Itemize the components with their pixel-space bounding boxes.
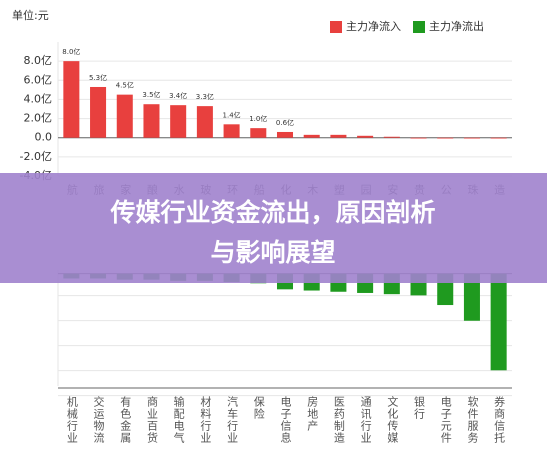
- value-label: 1.4亿: [223, 110, 241, 119]
- x-tick-label: 交运物流: [92, 395, 105, 444]
- bar: [463, 273, 480, 321]
- legend-swatch: [413, 21, 425, 33]
- bar: [116, 94, 133, 138]
- bar: [143, 104, 160, 138]
- y-tick-label: 8.0亿: [24, 54, 53, 67]
- value-label: 4.5亿: [116, 81, 134, 90]
- banner-title: 与影响展望: [210, 238, 335, 267]
- y-tick-label: -2.0亿: [20, 150, 52, 163]
- x-tick-label: 券商信托: [493, 395, 506, 444]
- bar: [63, 61, 80, 138]
- bar: [250, 128, 267, 138]
- bar: [410, 137, 427, 139]
- legend-label: 主力净流入: [346, 19, 401, 33]
- x-tick-label: 输配电气: [172, 395, 185, 444]
- x-tick-label: 房地产: [306, 396, 319, 432]
- legend-swatch: [330, 21, 342, 33]
- x-tick-label: 保险: [252, 395, 265, 420]
- bar: [490, 273, 507, 371]
- bar: [276, 131, 294, 138]
- bar: [490, 137, 507, 139]
- value-label: 0.6亿: [276, 118, 294, 127]
- x-tick-label: 通讯行业: [359, 396, 372, 444]
- banner-title: 传媒行业资金流出，原因剖析: [109, 198, 435, 227]
- x-tick-label: 文化传媒: [386, 395, 399, 444]
- bar: [383, 136, 400, 138]
- bar: [303, 134, 320, 138]
- title-banner: [0, 173, 547, 283]
- value-label: 1.0亿: [249, 114, 267, 123]
- x-tick-label: 商业百货: [145, 395, 158, 444]
- y-tick-label: 6.0亿: [24, 73, 53, 86]
- x-tick-label: 医药制造: [332, 396, 345, 444]
- value-label: 8.0亿: [62, 47, 80, 56]
- x-tick-label: 汽车行业: [226, 395, 239, 444]
- unit-label: 单位:元: [12, 8, 49, 22]
- bar: [357, 135, 374, 138]
- bar: [223, 124, 240, 138]
- bar: [437, 137, 454, 139]
- bar: [196, 106, 213, 138]
- y-tick-label: 4.0亿: [24, 92, 53, 105]
- value-label: 3.5亿: [142, 90, 160, 99]
- bar: [90, 86, 107, 138]
- legend-label: 主力净流出: [429, 19, 484, 33]
- x-tick-label: 有色金属: [119, 395, 132, 444]
- bar: [463, 137, 480, 139]
- y-tick-label: 2.0亿: [24, 112, 53, 125]
- value-label: 3.3亿: [196, 92, 214, 101]
- x-tick-label: 软件服务: [466, 395, 479, 444]
- x-tick-label: 材料行业: [199, 395, 212, 444]
- bar: [330, 134, 347, 138]
- y-tick-label: 0.0: [35, 131, 53, 144]
- x-tick-label: 电子元件: [439, 396, 452, 444]
- value-label: 5.3亿: [89, 73, 107, 82]
- x-tick-label: 银行: [413, 395, 426, 420]
- x-tick-label: 机械行业: [65, 395, 78, 444]
- bar: [170, 105, 187, 138]
- x-tick-label: 电子信息: [279, 396, 292, 444]
- value-label: 3.4亿: [169, 91, 187, 100]
